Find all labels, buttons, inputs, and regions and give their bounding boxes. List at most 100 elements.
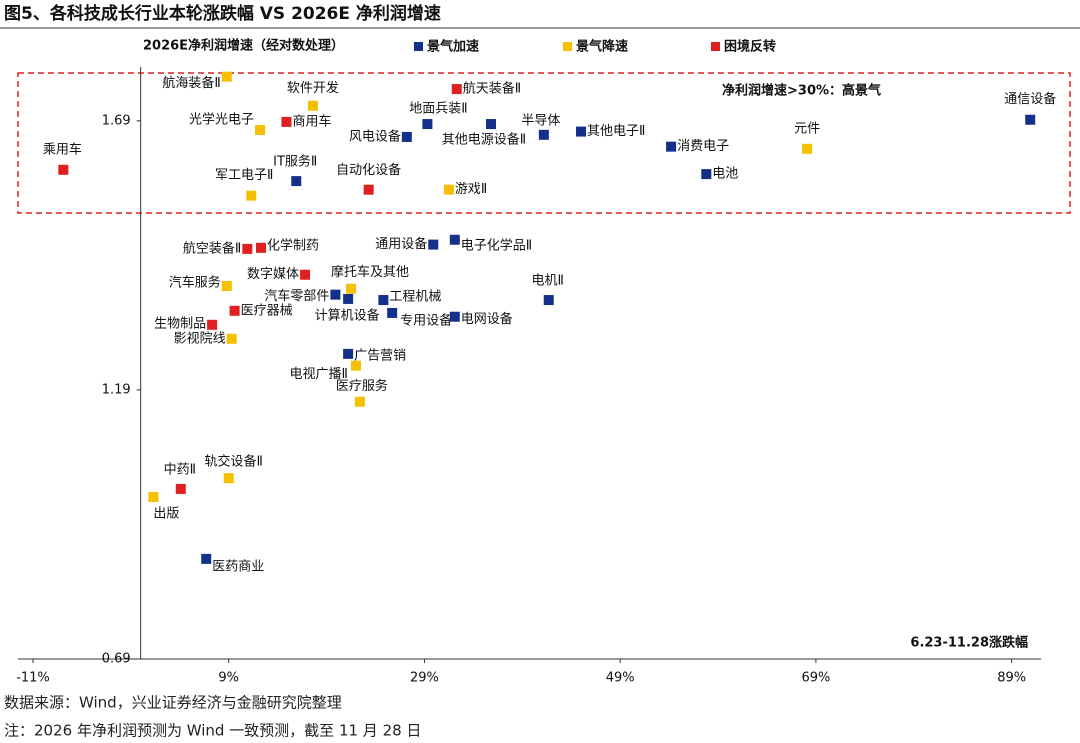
point: [428, 239, 439, 250]
point-label: 医疗器械: [241, 303, 293, 318]
point: [291, 176, 302, 187]
point-label: 出版: [153, 507, 179, 522]
point-label: 通用设备: [375, 236, 427, 252]
legend-label: 景气加速: [427, 39, 479, 55]
legend-label: 景气降速: [576, 39, 628, 55]
x-tick-label: 69%: [801, 671, 830, 686]
x-tick-label: 89%: [997, 671, 1026, 686]
point-label: 商用车: [292, 113, 331, 129]
point-label: 广告营销: [354, 348, 406, 363]
point: [256, 242, 267, 253]
point: [666, 141, 677, 152]
point: [701, 169, 712, 180]
point-label: 航海装备Ⅱ: [162, 75, 220, 91]
note: 注：2026 年净利润预测为 Wind 一致预测，截至 11 月 28 日: [4, 722, 421, 740]
point: [443, 184, 454, 195]
point: [330, 289, 341, 300]
point: [221, 281, 232, 292]
point-label: 电机Ⅱ: [532, 274, 564, 289]
point: [343, 293, 354, 304]
point: [354, 396, 365, 407]
point: [229, 305, 240, 316]
point: [242, 243, 253, 254]
point-label: 乘用车: [43, 141, 82, 157]
point-label: 中药Ⅱ: [164, 462, 196, 477]
x-tick-label: -11%: [16, 671, 50, 686]
point-label: 软件开发: [287, 80, 339, 96]
point: [307, 100, 318, 111]
point-label: 游戏Ⅱ: [455, 182, 487, 197]
point: [221, 71, 232, 82]
point-label: 汽车服务: [169, 275, 221, 291]
point-label: 影视院线: [174, 331, 226, 346]
point-label: 半导体: [521, 113, 560, 128]
point: [207, 319, 218, 330]
x-tick-label: 9%: [218, 671, 239, 686]
legend-swatch: [414, 42, 423, 51]
point: [226, 333, 237, 344]
point: [201, 553, 212, 564]
point-label: 自动化设备: [336, 162, 401, 178]
point-label: 电子化学品Ⅱ: [461, 237, 532, 253]
point-label: 摩托车及其他: [331, 264, 409, 280]
point-label: 汽车零部件: [264, 288, 329, 304]
point-label: 医药商业: [212, 559, 264, 574]
point-label: 光学光电子: [189, 111, 254, 127]
point: [363, 184, 374, 195]
point-label: 其他电子Ⅱ: [587, 124, 645, 139]
point-label: 轨交设备Ⅱ: [205, 454, 263, 470]
source: 数据来源：Wind，兴业证券经济与金融研究院整理: [4, 694, 342, 712]
point-label: 专用设备: [400, 312, 452, 328]
point-label: 风电设备: [349, 128, 401, 144]
point: [281, 116, 292, 127]
legend-label: 困境反转: [724, 39, 776, 55]
point: [378, 295, 389, 306]
point: [175, 483, 186, 494]
point-label: 化学制药: [267, 237, 319, 253]
point: [543, 295, 554, 306]
point: [246, 190, 257, 201]
x-axis-label: 6.23-11.28涨跌幅: [910, 635, 1028, 651]
y-tick-label: 1.69: [102, 113, 131, 128]
point-label: 生物制品: [154, 316, 206, 331]
point: [58, 164, 69, 175]
y-tick-label: 0.69: [102, 652, 131, 667]
point-label: 医疗服务: [336, 378, 388, 394]
chart-title: 图5、各科技成长行业本轮涨跌幅 VS 2026E 净利润增速: [4, 3, 441, 24]
point-label: 电池: [712, 167, 738, 182]
point-label: 航空装备Ⅱ: [183, 240, 241, 256]
point: [148, 492, 159, 503]
point-label: 电视广播Ⅱ: [290, 367, 348, 382]
point: [387, 307, 398, 318]
point-label: IT服务Ⅱ: [273, 154, 317, 170]
point: [451, 84, 462, 95]
point: [1025, 114, 1036, 125]
point: [422, 119, 433, 130]
point-label: 计算机设备: [315, 307, 380, 323]
x-tick-label: 29%: [410, 671, 439, 686]
point: [343, 348, 354, 359]
point: [538, 129, 549, 140]
point: [802, 143, 813, 154]
y-axis-label: 2026E净利润增速（经对数处理）: [143, 38, 344, 54]
point: [300, 269, 311, 280]
legend-swatch: [563, 42, 572, 51]
point-label: 数字媒体: [247, 267, 299, 282]
point-label: 消费电子: [677, 139, 729, 154]
point-label: 元件: [794, 121, 820, 136]
point: [486, 119, 497, 130]
point-label: 航天装备Ⅱ: [463, 81, 521, 97]
point: [350, 360, 361, 371]
point-label: 军工电子Ⅱ: [215, 168, 273, 183]
point: [401, 131, 412, 142]
legend-swatch: [711, 42, 720, 51]
point: [223, 473, 234, 484]
point: [346, 283, 357, 294]
point-label: 其他电源设备Ⅱ: [442, 132, 526, 148]
point-label: 通信设备: [1004, 91, 1056, 107]
point: [449, 234, 460, 245]
highlight-box: [17, 72, 1071, 214]
x-tick-label: 49%: [606, 671, 635, 686]
annotation: 净利润增速>30%：高景气: [722, 83, 881, 99]
